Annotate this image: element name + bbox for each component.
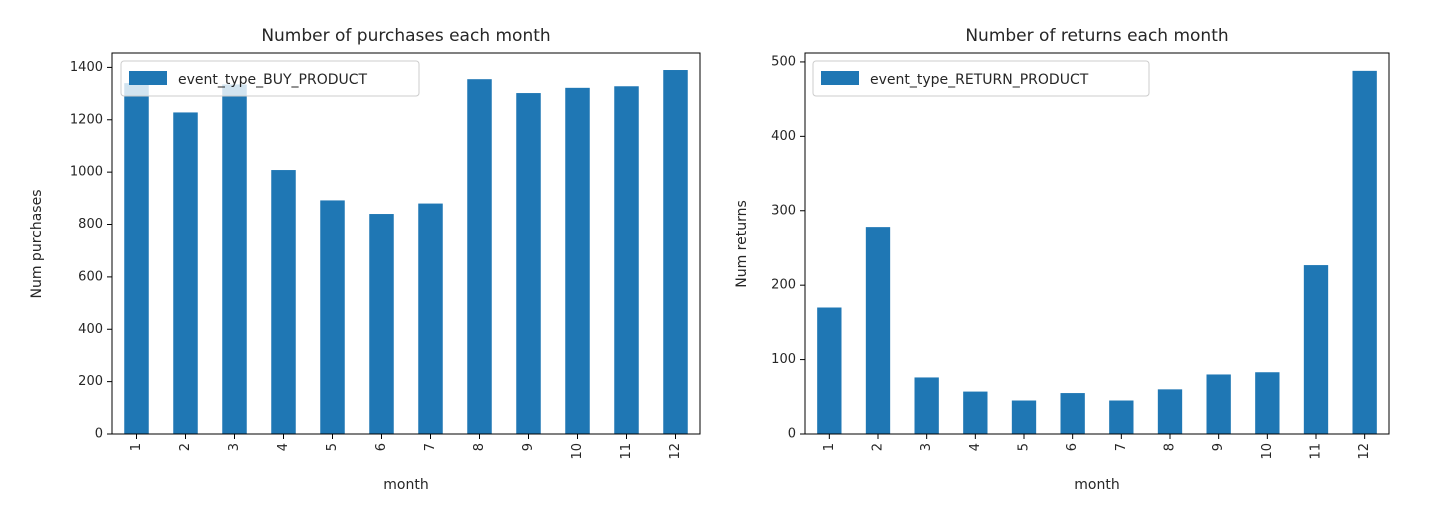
x-tick-label: 11	[1309, 443, 1324, 460]
x-tick-label: 5	[1017, 443, 1032, 451]
legend-swatch	[129, 71, 167, 85]
bar-month-6	[1060, 393, 1085, 434]
bar-month-7	[418, 203, 443, 434]
bar-month-2	[173, 112, 198, 434]
x-tick-label: 5	[325, 443, 340, 451]
legend-swatch	[821, 71, 859, 85]
legend-label: event_type_BUY_PRODUCT	[178, 72, 368, 88]
legend-box	[120, 60, 420, 97]
x-tick-label: 4	[968, 443, 983, 451]
bar-month-8	[1157, 389, 1183, 434]
y-tick-label: 600	[78, 269, 103, 284]
bar-month-1	[817, 307, 842, 434]
x-tick-label: 12	[1357, 443, 1372, 460]
y-tick-label: 1000	[70, 165, 103, 180]
x-tick-label: 2	[178, 443, 193, 451]
bar-month-5	[1011, 400, 1037, 434]
x-tick-label: 3	[227, 443, 242, 451]
bar-month-2	[865, 227, 891, 434]
bar-month-8	[467, 79, 492, 434]
bar-month-12	[1352, 70, 1377, 435]
bar-month-9	[1206, 374, 1231, 434]
x-tick-label: 2	[871, 443, 886, 451]
y-tick-label: 400	[771, 129, 796, 144]
y-tick-label: 0	[788, 427, 796, 442]
y-tick-label: 200	[78, 374, 103, 389]
y-tick-label: 0	[95, 427, 103, 442]
y-ticks: 0 200 400 600 800 1000 1200 1400	[70, 60, 112, 442]
x-tick-label: 6	[1065, 443, 1080, 451]
x-ticks: 1 2 3 4 5 6 7 8 9 10 11 12	[822, 434, 1372, 460]
bar-month-3	[914, 377, 939, 434]
x-tick-label: 6	[374, 443, 389, 451]
bar-month-5	[320, 200, 345, 434]
bar-month-6	[369, 214, 394, 434]
y-axis-label: Num purchases	[29, 190, 45, 299]
y-tick-label: 100	[771, 352, 796, 367]
bar-month-10	[1255, 372, 1280, 434]
plot-frame	[804, 52, 1390, 435]
legend: event_type_RETURN_PRODUCT	[812, 60, 1150, 97]
x-tick-label: 9	[1211, 443, 1226, 451]
y-tick-label: 1400	[70, 60, 103, 75]
y-tick-label: 200	[771, 278, 796, 293]
y-tick-label: 400	[78, 322, 103, 337]
legend-label: event_type_RETURN_PRODUCT	[870, 72, 1089, 88]
chart-title: Number of purchases each month	[261, 26, 550, 46]
x-tick-label: 8	[472, 443, 487, 451]
returns-chart: Number of returns each month month Num r…	[734, 26, 1390, 493]
bars	[817, 70, 1377, 435]
x-axis-label: month	[383, 477, 428, 493]
bar-month-9	[516, 93, 541, 434]
bar-month-11	[1303, 265, 1329, 434]
purchases-chart: Number of purchases each month month Num…	[29, 26, 701, 493]
x-tick-label: 1	[129, 443, 144, 451]
x-tick-label: 12	[668, 443, 683, 460]
chart-title: Number of returns each month	[965, 26, 1228, 46]
bar-month-4	[963, 391, 988, 434]
y-tick-label: 300	[771, 203, 796, 218]
x-tick-label: 9	[521, 443, 536, 451]
bar-month-11	[614, 86, 639, 434]
y-tick-label: 1200	[70, 112, 103, 127]
x-tick-label: 10	[1260, 443, 1275, 460]
x-axis-label: month	[1074, 477, 1119, 493]
y-tick-label: 500	[771, 54, 796, 69]
x-tick-label: 11	[619, 443, 634, 460]
bar-month-4	[271, 170, 296, 435]
x-tick-label: 1	[822, 443, 837, 451]
y-axis-label: Num returns	[734, 200, 750, 288]
x-tick-label: 4	[276, 443, 291, 451]
bar-month-10	[565, 87, 590, 434]
x-tick-label: 10	[570, 443, 585, 460]
x-tick-label: 8	[1163, 443, 1178, 451]
x-tick-label: 3	[919, 443, 934, 451]
x-ticks: 1 2 3 4 5 6 7 8 9 10 11 12	[129, 434, 683, 460]
bar-month-7	[1109, 400, 1134, 434]
plot-frame	[111, 52, 701, 435]
bars	[124, 70, 688, 435]
x-tick-label: 7	[1114, 443, 1129, 451]
legend: event_type_BUY_PRODUCT	[120, 60, 420, 97]
bar-month-12	[663, 70, 688, 435]
x-tick-label: 7	[423, 443, 438, 451]
y-tick-label: 800	[78, 217, 103, 232]
bar-month-1	[124, 83, 149, 435]
y-ticks: 0 100 200 300 400 500	[771, 54, 805, 442]
legend-box	[812, 60, 1150, 97]
bar-month-3	[222, 84, 247, 435]
